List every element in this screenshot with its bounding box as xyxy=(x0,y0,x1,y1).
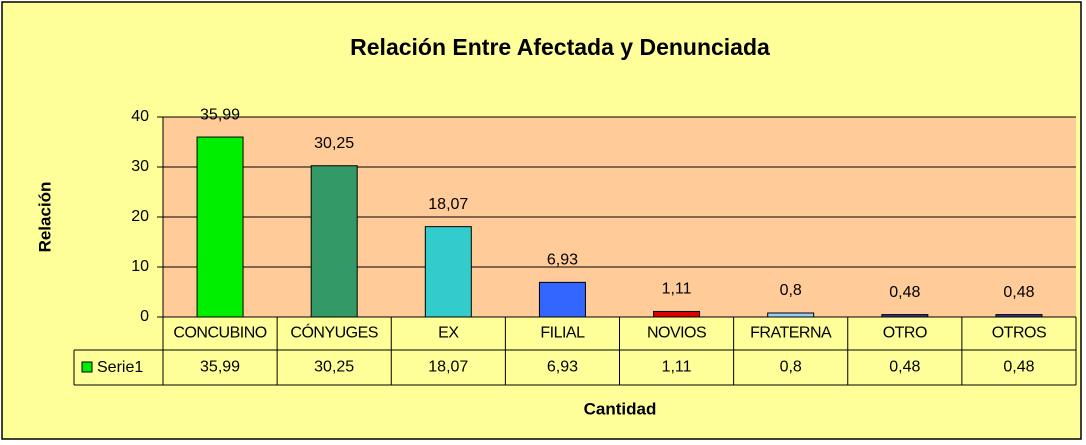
x-tick-label: EX xyxy=(438,325,459,342)
y-tick-label: 10 xyxy=(131,258,149,275)
bar xyxy=(538,281,586,318)
data-label: 35,99 xyxy=(200,106,240,123)
x-tick-label: OTRO xyxy=(883,325,927,342)
data-label: 0,48 xyxy=(1003,284,1034,301)
legend-swatch xyxy=(81,361,93,373)
bar xyxy=(424,226,472,318)
chart-title: Relación Entre Afectada y Denunciada xyxy=(350,34,770,60)
x-tick-label: FILIAL xyxy=(540,325,585,342)
bar xyxy=(196,136,244,318)
data-label: 18,07 xyxy=(428,196,468,213)
x-tick-label: OTROS xyxy=(992,325,1046,342)
table-value: 1,11 xyxy=(662,359,692,376)
data-label: 6,93 xyxy=(547,252,578,269)
table-value: 35,99 xyxy=(200,359,240,376)
x-tick-label: CONCUBINO xyxy=(173,325,266,342)
table-value: 30,25 xyxy=(314,359,354,376)
table-value: 0,48 xyxy=(889,359,920,376)
bar xyxy=(767,312,815,318)
table-value: 0,48 xyxy=(1003,359,1034,376)
table-value: 6,93 xyxy=(547,359,578,376)
x-tick-label: NOVIOS xyxy=(647,325,706,342)
y-tick-label: 20 xyxy=(131,208,149,225)
x-tick-label: CÓNYUGES xyxy=(290,323,378,342)
data-label: 0,8 xyxy=(780,282,802,299)
y-axis-label: Relación xyxy=(35,182,54,253)
y-tick-label: 0 xyxy=(140,308,149,325)
bar xyxy=(310,165,358,318)
y-tick-label: 30 xyxy=(131,158,149,175)
data-label: 1,11 xyxy=(662,281,692,298)
bar xyxy=(653,310,701,318)
table-value: 0,8 xyxy=(780,359,802,376)
y-tick-label: 40 xyxy=(131,108,149,125)
table-value: 18,07 xyxy=(428,359,468,376)
x-axis-label: Cantidad xyxy=(584,399,657,418)
data-label: 0,48 xyxy=(889,284,920,301)
x-tick-label: FRATERNA xyxy=(750,325,832,342)
legend-label: Serie1 xyxy=(97,359,143,376)
data-label: 30,25 xyxy=(314,135,354,152)
